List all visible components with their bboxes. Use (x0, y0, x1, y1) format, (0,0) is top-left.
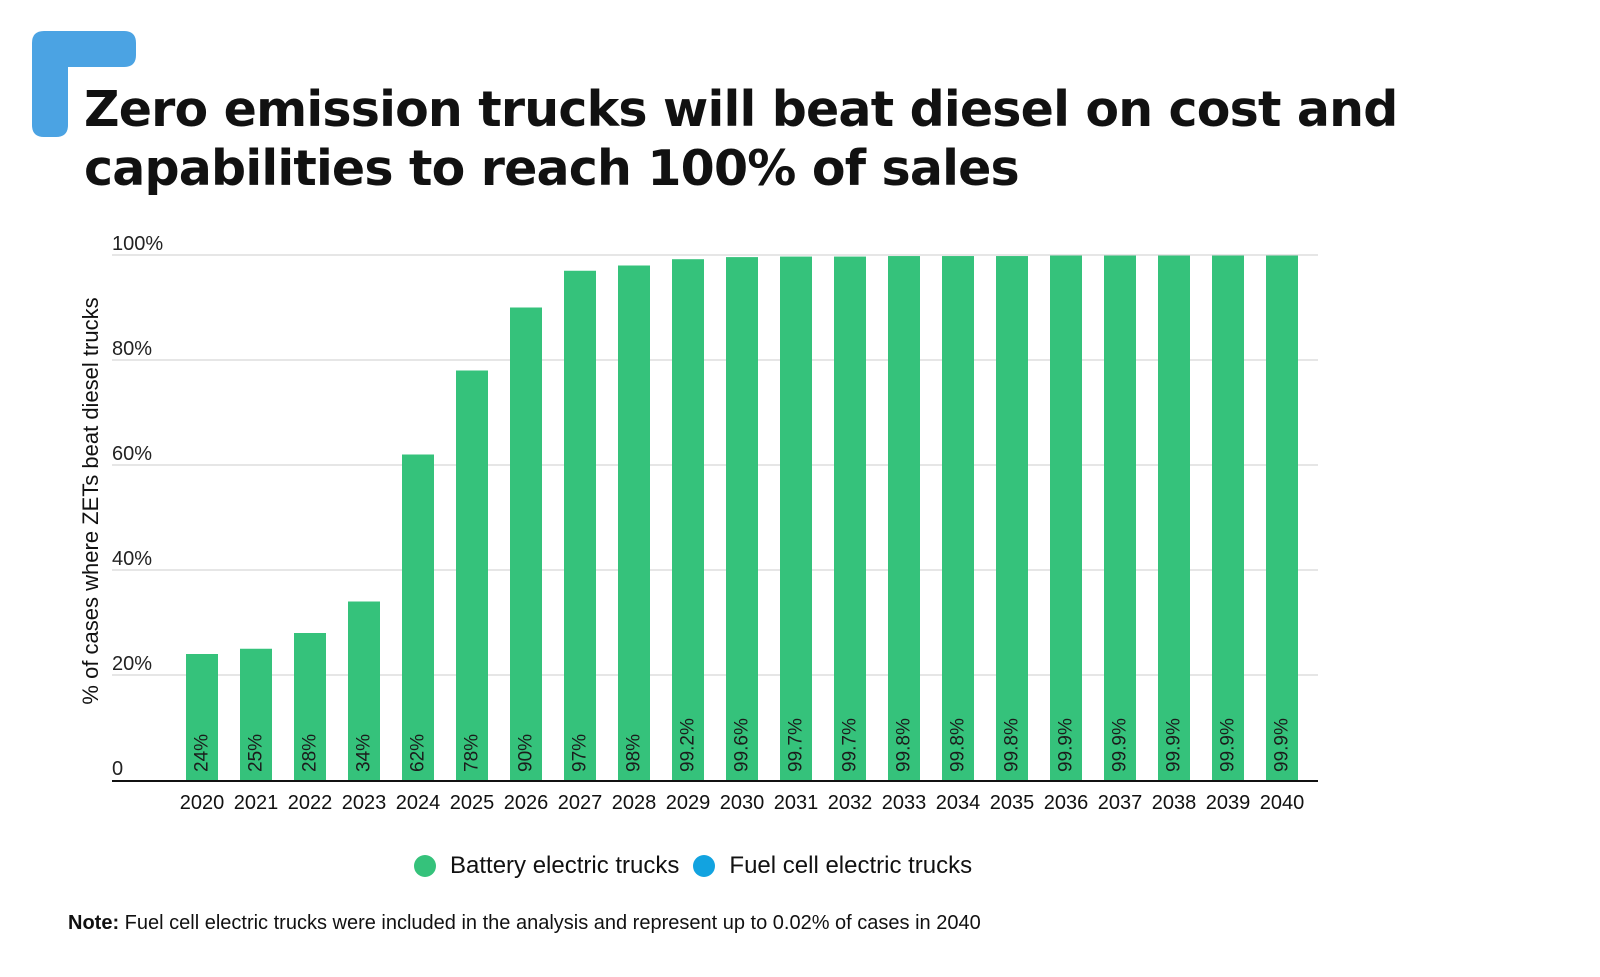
bar-2021 (240, 648, 272, 780)
bar-2036 (1050, 255, 1082, 780)
bar-value-label-2036: 99.9% (1056, 718, 1077, 772)
y-tick-labels: 0 20% 40% 60% 80% 100% (112, 233, 163, 780)
x-tick-label-2032: 2032 (828, 792, 873, 814)
y-tick-label: 40% (112, 548, 152, 570)
bar-value-label-2033: 99.8% (894, 718, 915, 772)
legend-item-fuel-cell: Fuel cell electric trucks (693, 852, 972, 880)
bar-chart: 24% 25% 28% 34% 62% 78% 90% 97% 98% 99.2% 99.6% 99.… (78, 233, 1318, 814)
x-tick-labels: 2020 2021 2022 2023 2024 2025 2026 2027 2028 2029… (180, 792, 1305, 814)
bar-2020 (186, 654, 218, 780)
bar-value-label-2028: 98% (624, 734, 645, 772)
legend-dot-battery-icon (414, 855, 436, 877)
bar-value-label-2030: 99.6% (732, 718, 753, 772)
legend-dot-fuel-cell-icon (693, 855, 716, 877)
bar-value-labels: 24% 25% 28% 34% 62% 78% 90% 97% 98% 99.2% 99.6% 99.… (192, 718, 1293, 772)
bar-2034 (942, 256, 974, 780)
legend-item-battery: Battery electric trucks (414, 852, 679, 880)
y-tick-label: 20% (112, 653, 152, 675)
y-tick-label: 80% (112, 338, 152, 360)
x-tick-label-2031: 2031 (774, 792, 819, 814)
bar-value-label-2021: 25% (246, 734, 267, 772)
bar-2031 (780, 256, 812, 780)
x-tick-label-2037: 2037 (1098, 792, 1143, 814)
bar-value-label-2031: 99.7% (786, 718, 807, 772)
bar-value-label-2040: 99.9% (1272, 718, 1293, 772)
x-tick-label-2033: 2033 (882, 792, 927, 814)
chart-title-line-2: capabilities to reach 100% of sales (84, 140, 1020, 197)
bar-2026 (510, 307, 542, 780)
bars (186, 255, 1298, 781)
bar-value-label-2037: 99.9% (1110, 718, 1131, 772)
x-tick-label-2024: 2024 (396, 792, 441, 814)
x-tick-label-2030: 2030 (720, 792, 765, 814)
y-axis-label: % of cases where ZETs beat diesel trucks (78, 297, 103, 704)
bar-2037 (1104, 255, 1136, 780)
bar-value-label-2038: 99.9% (1164, 718, 1185, 772)
x-tick-label-2022: 2022 (288, 792, 333, 814)
bar-value-label-2029: 99.2% (678, 718, 699, 772)
bar-value-label-2039: 99.9% (1218, 718, 1239, 772)
x-tick-label-2025: 2025 (450, 792, 495, 814)
y-tick-label: 60% (112, 443, 152, 465)
bar-value-label-2034: 99.8% (948, 718, 969, 772)
x-tick-label-2040: 2040 (1260, 792, 1305, 814)
bar-value-label-2025: 78% (462, 734, 483, 772)
x-tick-label-2029: 2029 (666, 792, 711, 814)
bar-2028 (618, 265, 650, 780)
legend-label-battery: Battery electric trucks (450, 852, 680, 879)
bar-value-label-2020: 24% (192, 734, 213, 772)
gridlines (112, 254, 1318, 676)
bar-value-label-2035: 99.8% (1002, 718, 1023, 772)
footnote-prefix: Note: (68, 912, 120, 934)
y-tick-label: 0 (112, 758, 123, 780)
chart-title: Zero emission trucks will beat diesel on… (84, 80, 1484, 198)
bar-value-label-2023: 34% (354, 734, 375, 772)
x-tick-label-2020: 2020 (180, 792, 225, 814)
bar-value-label-2022: 28% (300, 734, 321, 772)
x-tick-label-2026: 2026 (504, 792, 549, 814)
x-tick-label-2035: 2035 (990, 792, 1035, 814)
x-tick-label-2023: 2023 (342, 792, 387, 814)
footnote: Note: Fuel cell electric trucks were inc… (68, 912, 981, 935)
bar-2040 (1266, 255, 1298, 780)
bar-2030 (726, 257, 758, 781)
bar-value-label-2027: 97% (570, 734, 591, 772)
bar-2025 (456, 370, 488, 780)
chart-title-line-1: Zero emission trucks will beat diesel on… (84, 81, 1398, 138)
x-tick-label-2034: 2034 (936, 792, 981, 814)
x-tick-label-2021: 2021 (234, 792, 279, 814)
corner-accent-mark (32, 31, 136, 137)
bar-2038 (1158, 255, 1190, 780)
bar-2024 (402, 454, 434, 780)
bar-2023 (348, 601, 380, 780)
bar-value-label-2032: 99.7% (840, 718, 861, 772)
bar-2027 (564, 270, 596, 780)
bar-2035 (996, 256, 1028, 780)
bar-value-label-2026: 90% (516, 734, 537, 772)
x-tick-label-2036: 2036 (1044, 792, 1089, 814)
x-tick-label-2038: 2038 (1152, 792, 1197, 814)
footnote-text: Fuel cell electric trucks were included … (119, 912, 981, 934)
x-tick-label-2027: 2027 (558, 792, 603, 814)
x-tick-label-2039: 2039 (1206, 792, 1251, 814)
y-tick-label: 100% (112, 233, 163, 255)
x-tick-label-2028: 2028 (612, 792, 657, 814)
bar-2039 (1212, 255, 1244, 780)
bar-2029 (672, 259, 704, 780)
bar-value-label-2024: 62% (408, 734, 429, 772)
bar-2033 (888, 256, 920, 780)
legend: Battery electric trucks Fuel cell electr… (414, 852, 986, 880)
bar-2032 (834, 256, 866, 780)
legend-label-fuel-cell: Fuel cell electric trucks (729, 852, 973, 879)
bar-2022 (294, 633, 326, 780)
